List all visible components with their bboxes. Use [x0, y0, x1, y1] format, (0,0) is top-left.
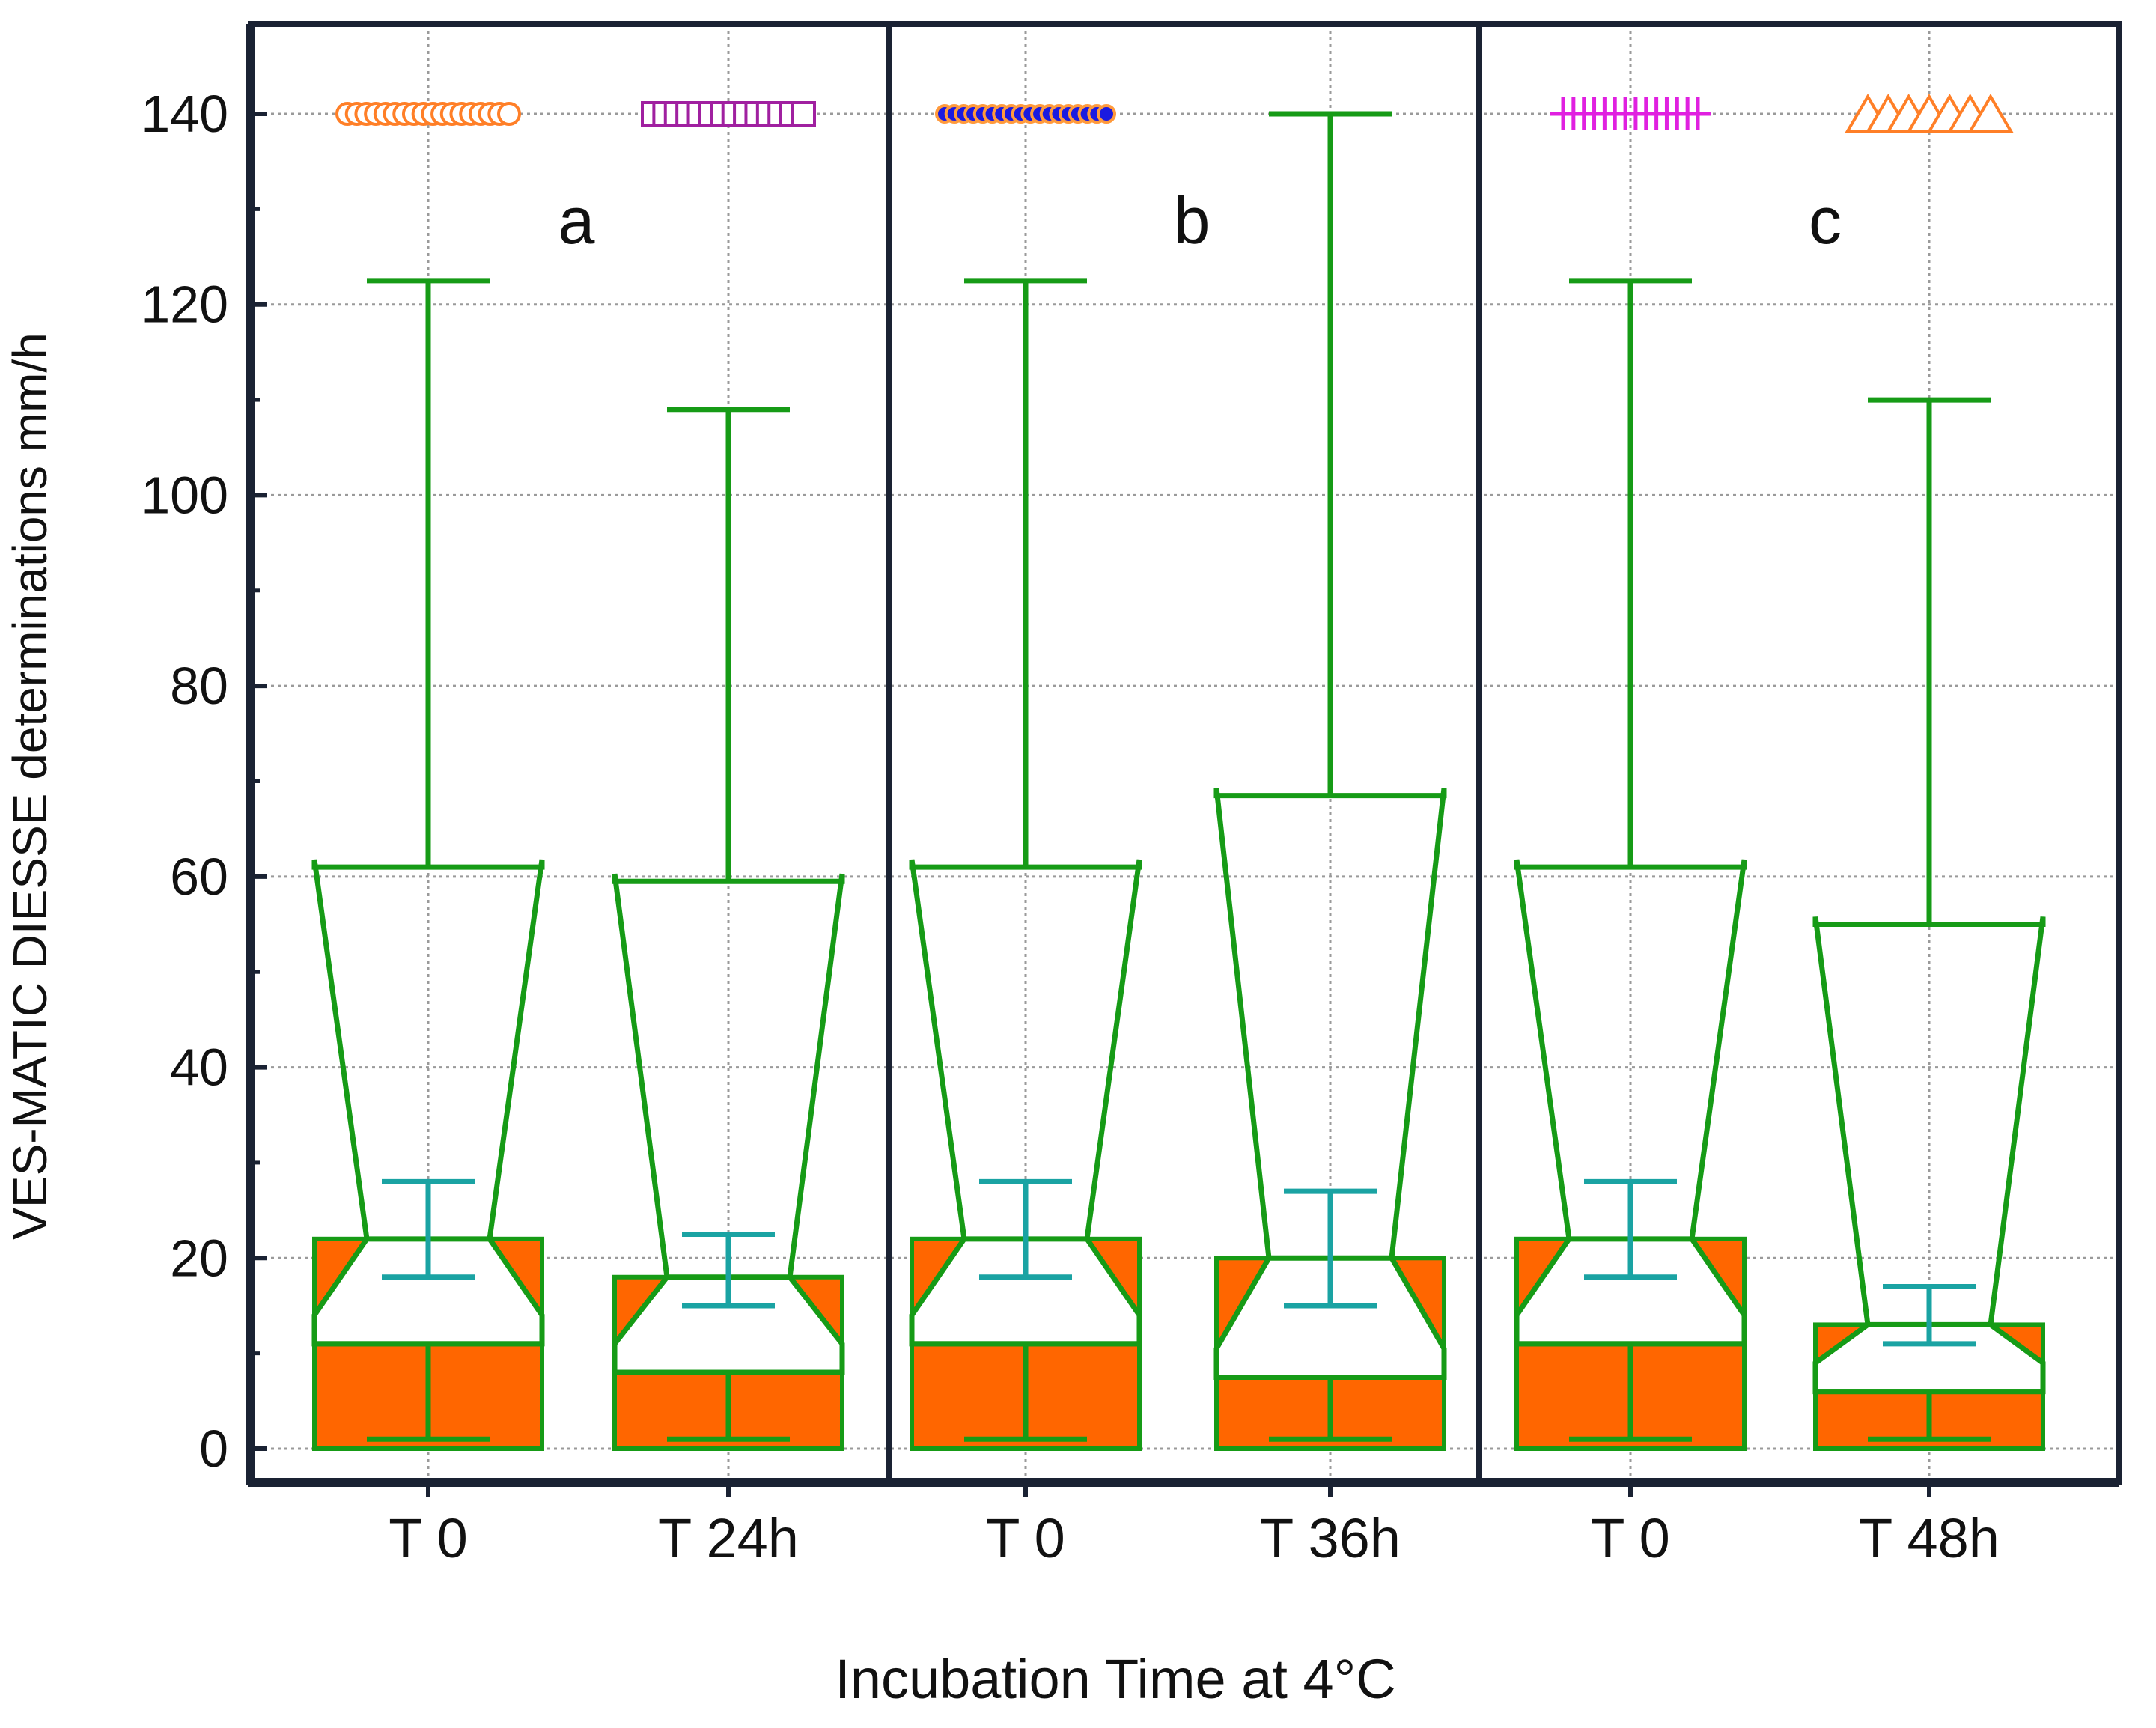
box-notch-inner: [615, 1277, 842, 1373]
x-tick-label: T 48h: [1859, 1507, 2000, 1569]
outlier-markers: [1550, 97, 1711, 130]
outlier-point: [791, 101, 816, 127]
box-notch-inner: [912, 1238, 1139, 1344]
box-group-1: [311, 102, 545, 1452]
y-tick-label: 140: [141, 85, 228, 143]
box-notch-inner: [1216, 1258, 1444, 1378]
y-tick-label: 0: [199, 1420, 228, 1478]
x-tick-label: T 0: [389, 1507, 468, 1569]
box-group-4: [1213, 111, 1447, 1452]
outlier-markers: [1845, 94, 2014, 133]
panel-label-b: b: [1174, 183, 1211, 258]
x-tick-label: T 0: [986, 1507, 1065, 1569]
boxes-layer: [311, 94, 2046, 1452]
box-group-5: [1514, 97, 1747, 1452]
y-tick-label: 100: [141, 466, 228, 524]
outlier-markers: [335, 102, 521, 126]
y-tick-label: 120: [141, 276, 228, 334]
panel-label-c: c: [1809, 183, 1842, 258]
box-group-2: [612, 101, 845, 1452]
y-tick-label: 40: [170, 1038, 228, 1097]
panel-label-a: a: [558, 183, 595, 258]
x-tick-label: T 36h: [1260, 1507, 1401, 1569]
frame-layer: a b c: [246, 21, 2122, 1487]
y-tick-label: 80: [170, 657, 228, 715]
outlier-markers: [935, 104, 1116, 124]
box-notch-inner: [1517, 1238, 1744, 1344]
outlier-point: [497, 102, 521, 126]
y-axis: 0 20 40 60 80 100 120 140: [141, 85, 267, 1478]
outlier-point: [1097, 104, 1116, 124]
y-tick-label: 60: [170, 848, 228, 906]
outlier-markers: [641, 101, 816, 127]
y-axis-title: VES-MATIC DIESSE determinations mm/h: [3, 332, 57, 1240]
box-notch-inner: [1815, 1324, 2043, 1392]
x-tick-label: T 0: [1591, 1507, 1670, 1569]
box-group-6: [1812, 94, 2046, 1451]
x-axis-title: Incubation Time at 4°C: [835, 1648, 1395, 1710]
box-notch-inner: [314, 1238, 542, 1344]
y-tick-label: 20: [170, 1229, 228, 1287]
outlier-point: [1967, 94, 2014, 133]
x-tick-label: T 24h: [658, 1507, 799, 1569]
x-axis: T 0 T 24h T 0 T 36h T 0 T 48h: [389, 1482, 2000, 1569]
box-group-3: [909, 104, 1142, 1452]
